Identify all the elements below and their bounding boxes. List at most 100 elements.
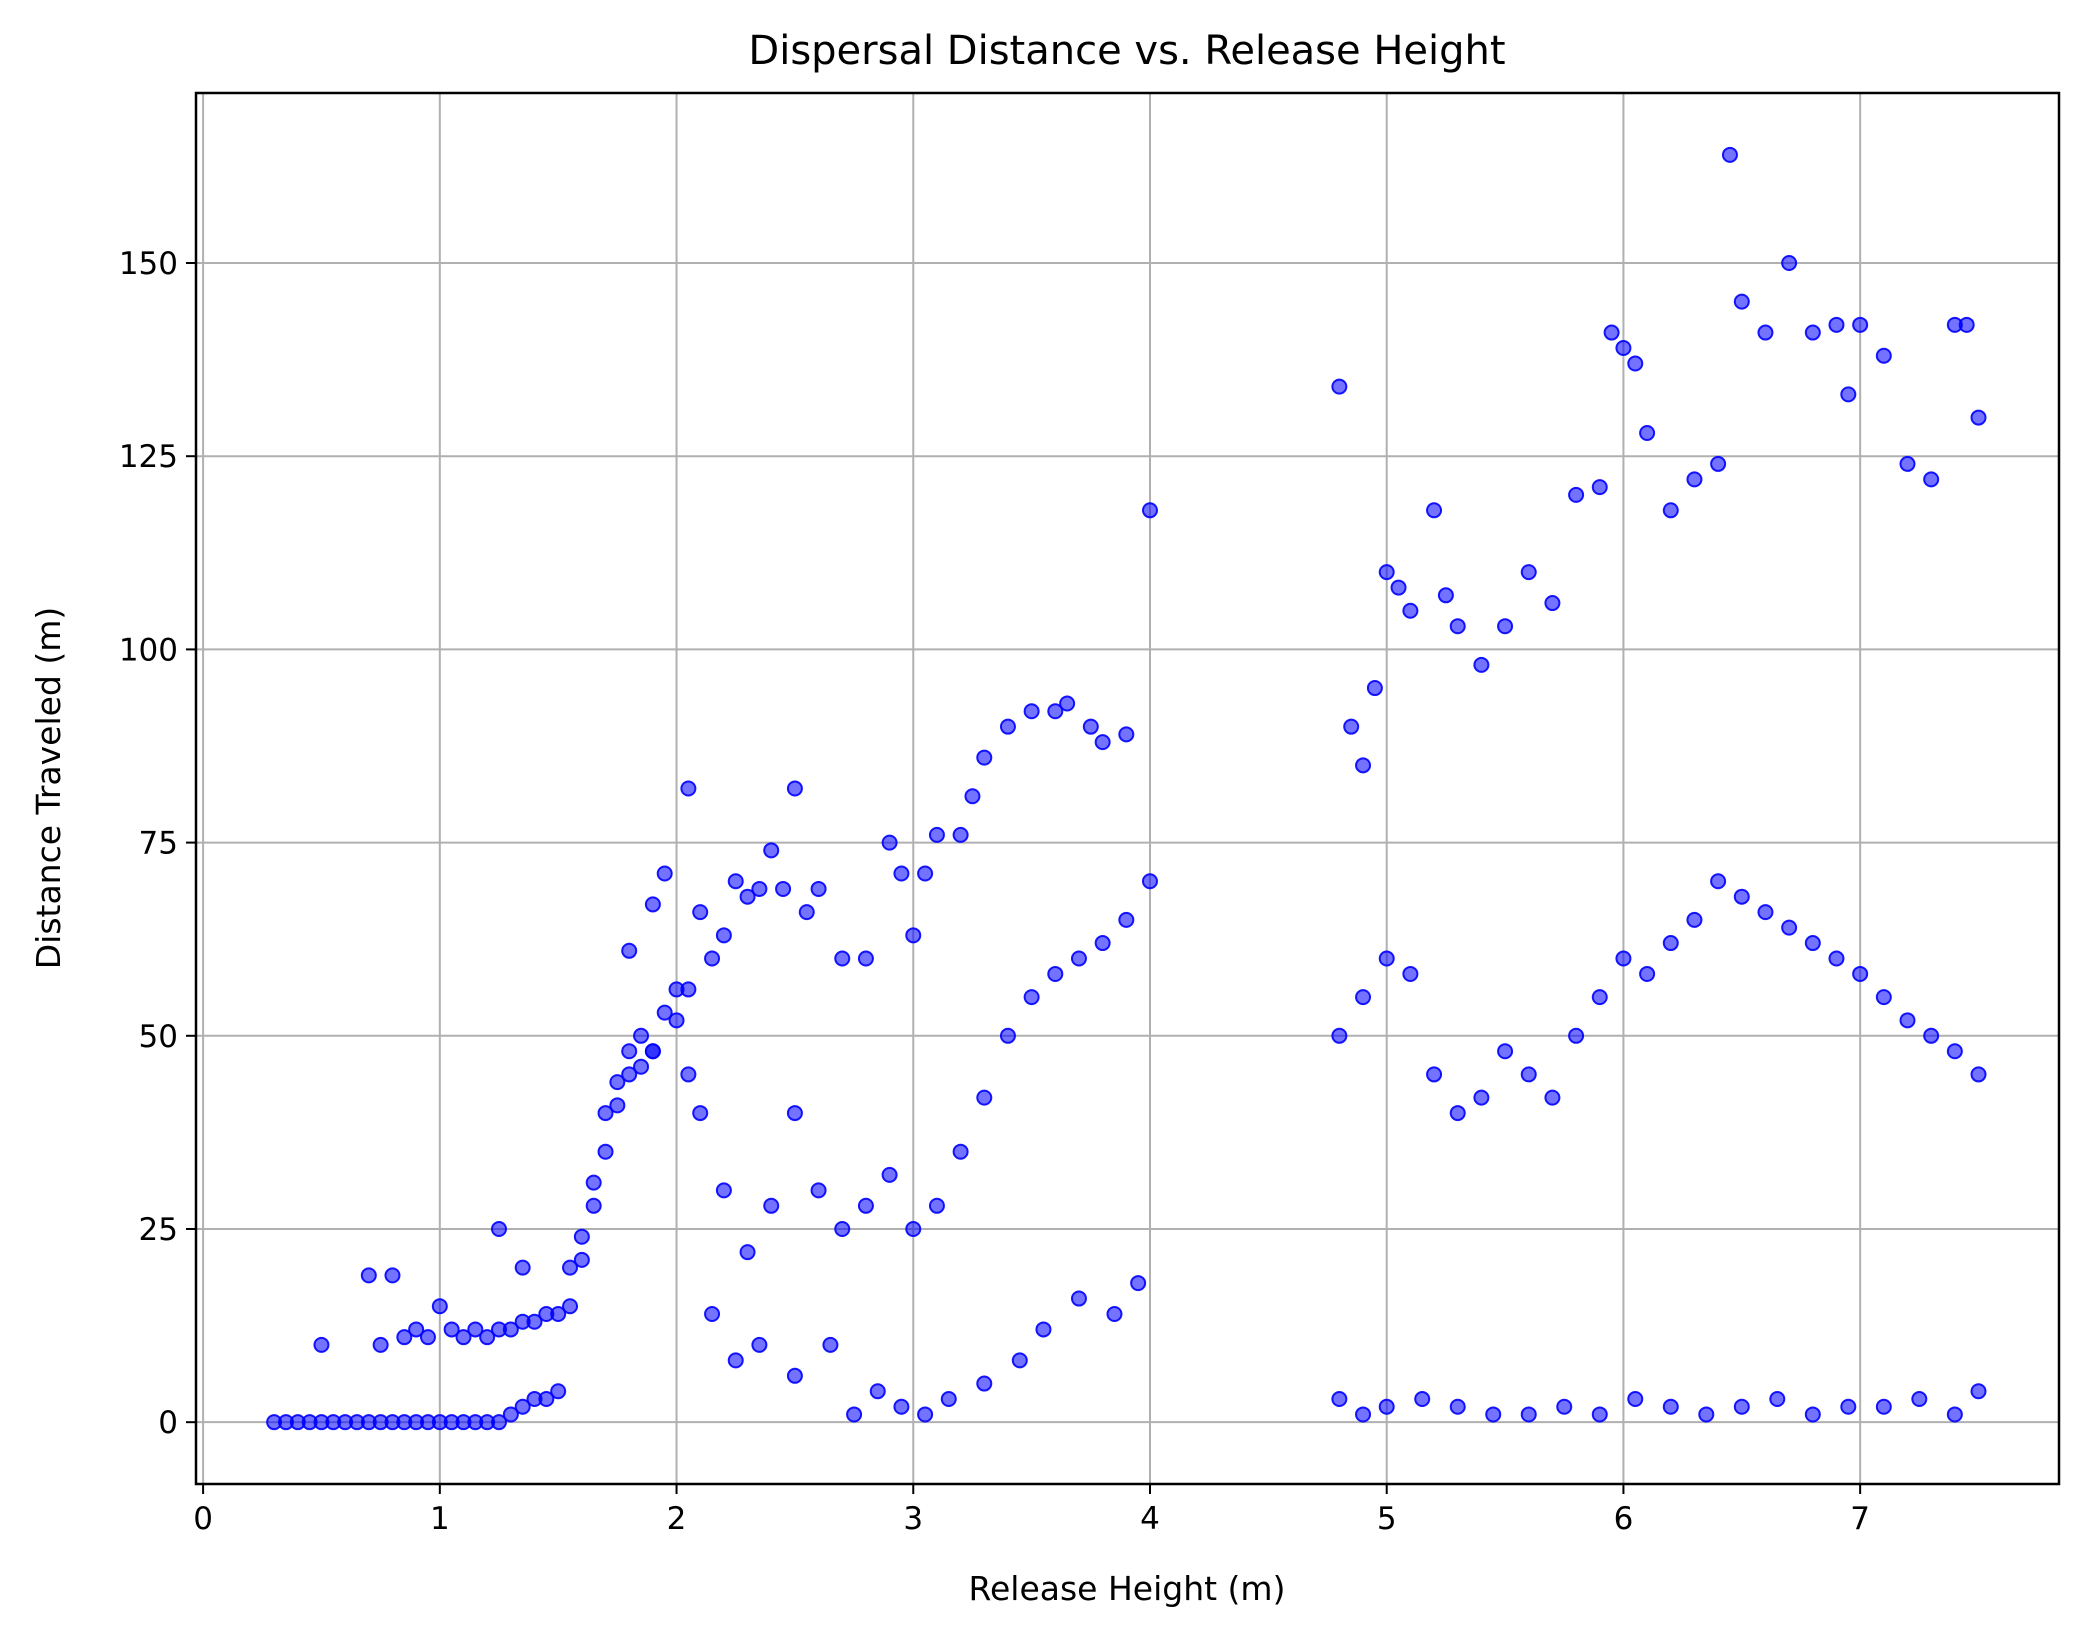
y-tick-label: 150 xyxy=(119,246,178,282)
data-point xyxy=(1710,455,1727,472)
data-point xyxy=(1781,919,1798,936)
data-point xyxy=(893,1398,910,1415)
data-point xyxy=(644,1043,661,1060)
data-point xyxy=(1520,1406,1537,1423)
data-point xyxy=(1106,1305,1123,1322)
data-point xyxy=(1059,695,1076,712)
data-point xyxy=(715,1182,732,1199)
plot-frame xyxy=(194,91,2061,1486)
data-point xyxy=(1331,1390,1348,1407)
data-point xyxy=(419,1329,436,1346)
data-point xyxy=(1378,1398,1395,1415)
x-tick-label: 0 xyxy=(193,1501,213,1537)
data-point xyxy=(881,834,898,851)
data-point xyxy=(550,1383,567,1400)
x-tick-label: 7 xyxy=(1850,1501,1870,1537)
data-point xyxy=(834,950,851,967)
data-point xyxy=(668,1012,685,1029)
data-point xyxy=(810,1182,827,1199)
data-point xyxy=(1497,618,1514,635)
y-tick-label: 50 xyxy=(139,1019,178,1055)
data-point xyxy=(1355,989,1372,1006)
data-point xyxy=(1875,989,1892,1006)
data-point xyxy=(692,1105,709,1122)
data-point xyxy=(869,1383,886,1400)
data-point xyxy=(502,1406,519,1423)
data-point xyxy=(1769,1390,1786,1407)
data-point xyxy=(857,950,874,967)
data-point xyxy=(1070,950,1087,967)
data-point xyxy=(881,1166,898,1183)
x-tick-label: 4 xyxy=(1140,1501,1160,1537)
y-tick-label: 75 xyxy=(139,826,178,862)
data-point xyxy=(1662,935,1679,952)
data-point xyxy=(1355,757,1372,774)
data-point xyxy=(1733,1398,1750,1415)
data-point xyxy=(976,1089,993,1106)
data-point xyxy=(384,1267,401,1284)
data-point xyxy=(538,1390,555,1407)
data-point xyxy=(1449,1398,1466,1415)
data-point xyxy=(1497,1043,1514,1060)
data-point xyxy=(633,1027,650,1044)
data-point xyxy=(692,904,709,921)
data-point xyxy=(408,1321,425,1338)
data-point xyxy=(1946,1043,1963,1060)
data-point xyxy=(514,1398,531,1415)
data-point xyxy=(1473,1089,1490,1106)
data-point xyxy=(1875,347,1892,364)
data-point xyxy=(1899,455,1916,472)
y-tick-label: 0 xyxy=(158,1405,178,1441)
data-point xyxy=(585,1174,602,1191)
data-point xyxy=(1804,324,1821,341)
x-tick-label: 2 xyxy=(667,1501,687,1537)
data-point xyxy=(562,1298,579,1315)
data-point xyxy=(1449,618,1466,635)
data-point xyxy=(1757,324,1774,341)
data-point xyxy=(550,1305,567,1322)
data-point xyxy=(1378,950,1395,967)
data-point xyxy=(1923,1027,1940,1044)
data-point xyxy=(1118,911,1135,928)
data-point xyxy=(1094,935,1111,952)
data-point xyxy=(1426,502,1443,519)
data-point xyxy=(1437,587,1454,604)
data-point xyxy=(1118,726,1135,743)
data-point xyxy=(798,904,815,921)
data-point xyxy=(999,718,1016,735)
data-point xyxy=(1568,486,1585,503)
data-point xyxy=(1485,1406,1502,1423)
data-point xyxy=(810,880,827,897)
data-point xyxy=(1781,255,1798,272)
data-point xyxy=(621,942,638,959)
data-point xyxy=(1568,1027,1585,1044)
data-point xyxy=(491,1414,508,1431)
axis-ticks: 0 1 2 3 4 5 6 7 0 25 50 75 100 125 150 xyxy=(119,246,1870,1537)
data-point xyxy=(1603,324,1620,341)
data-point xyxy=(1710,873,1727,890)
data-point xyxy=(715,927,732,944)
data-point xyxy=(443,1321,460,1338)
data-point xyxy=(396,1329,413,1346)
data-point xyxy=(1023,703,1040,720)
data-point xyxy=(597,1143,614,1160)
data-point xyxy=(526,1313,543,1330)
data-point xyxy=(763,1197,780,1214)
y-axis-label: Distance Traveled (m) xyxy=(29,607,68,970)
data-point xyxy=(1070,1290,1087,1307)
data-point xyxy=(1141,873,1158,890)
data-point xyxy=(1047,965,1064,982)
data-point xyxy=(313,1336,330,1353)
data-point xyxy=(1331,378,1348,395)
data-point xyxy=(1130,1275,1147,1292)
data-point xyxy=(1402,602,1419,619)
data-point xyxy=(786,1367,803,1384)
data-point xyxy=(1840,1398,1857,1415)
x-tick-label: 6 xyxy=(1614,1501,1634,1537)
data-point xyxy=(952,826,969,843)
data-point xyxy=(905,927,922,944)
data-point xyxy=(917,1406,934,1423)
data-point xyxy=(751,880,768,897)
data-point xyxy=(1828,316,1845,333)
data-point xyxy=(656,865,673,882)
